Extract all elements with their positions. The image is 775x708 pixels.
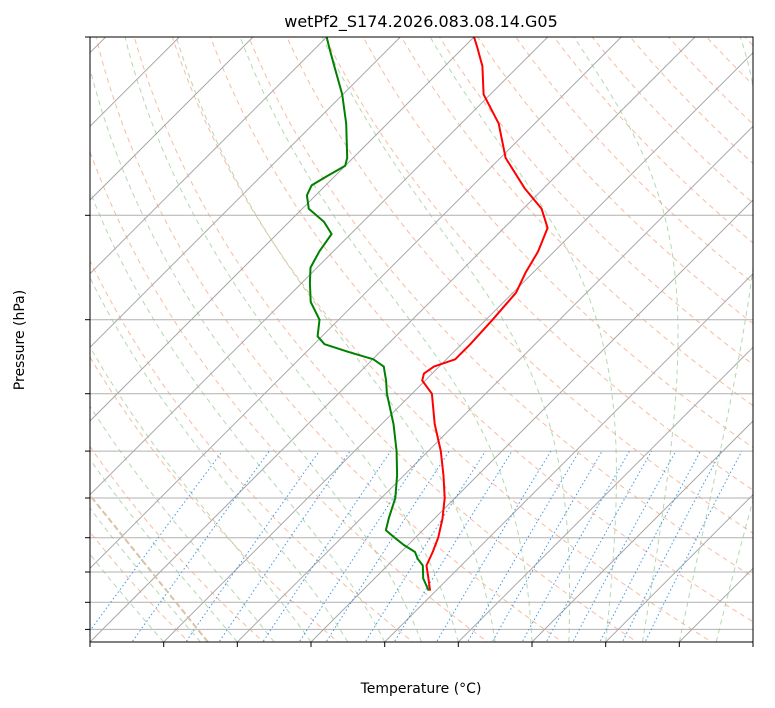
mixing-ratio-line bbox=[325, 450, 450, 642]
isobar-gridlines bbox=[90, 37, 753, 630]
mixing-ratio-line bbox=[393, 450, 513, 642]
moist-adiabat bbox=[175, 37, 496, 642]
plot-background bbox=[90, 37, 753, 642]
dry-adiabat bbox=[362, 37, 753, 449]
dry-adiabat bbox=[210, 37, 753, 623]
x-axis bbox=[89, 642, 754, 647]
mixing-ratio-line bbox=[262, 450, 392, 642]
isotherm-line bbox=[236, 125, 753, 642]
isotherm-line bbox=[90, 37, 696, 642]
isotherm-line bbox=[90, 37, 622, 570]
moist-adiabat bbox=[573, 37, 679, 642]
isotherm-line bbox=[90, 37, 254, 201]
moist-adiabat bbox=[321, 37, 571, 642]
mixing-ratio-line bbox=[466, 450, 580, 642]
isotherm-line bbox=[90, 37, 401, 349]
mixing-ratio-line bbox=[131, 450, 270, 642]
mixing-ratio-line bbox=[90, 450, 223, 632]
isotherm-line bbox=[90, 37, 475, 422]
y-axis bbox=[85, 36, 90, 630]
mixing-ratio-lines bbox=[90, 450, 743, 642]
plot-frame bbox=[89, 36, 754, 643]
moist-adiabat bbox=[90, 553, 165, 642]
dry-adiabat bbox=[477, 37, 753, 325]
plot-area bbox=[90, 37, 753, 642]
moist-adiabat bbox=[239, 37, 533, 642]
sounding-series bbox=[305, 37, 549, 592]
temperature-profile-line bbox=[421, 37, 549, 591]
mixing-ratio-line bbox=[218, 450, 351, 642]
isotherm-line bbox=[310, 199, 753, 642]
dry-adiabat bbox=[324, 37, 753, 491]
isotherm-line bbox=[384, 272, 753, 642]
y-axis-label: Pressure (hPa) bbox=[12, 290, 28, 390]
moist-adiabat bbox=[90, 66, 422, 642]
isotherm-line bbox=[457, 346, 753, 642]
isotherm-line bbox=[90, 37, 549, 496]
isotherm-line bbox=[163, 51, 753, 642]
dry-adiabat bbox=[90, 150, 489, 642]
moist-adiabat bbox=[429, 37, 617, 642]
mixing-ratio-line bbox=[599, 450, 701, 642]
mixing-ratio-line bbox=[185, 450, 320, 642]
moist-adiabat bbox=[90, 276, 349, 642]
dewpoint-profile-line bbox=[305, 37, 430, 592]
isotherm-line bbox=[605, 493, 753, 642]
moist-adiabat bbox=[90, 458, 238, 642]
chart-title: wetPf2_S174.2026.083.08.14.G05 bbox=[284, 12, 558, 32]
moist-adiabat bbox=[90, 405, 275, 642]
moist-adiabat bbox=[124, 37, 459, 642]
dry-adiabat bbox=[95, 37, 564, 642]
mixing-ratio-line bbox=[364, 450, 486, 642]
isotherm-line bbox=[90, 37, 328, 275]
x-axis-label: Temperature (°C) bbox=[360, 681, 482, 697]
isotherm-line bbox=[531, 420, 753, 642]
mixing-ratio-line bbox=[572, 450, 677, 642]
isotherm-gridlines bbox=[90, 37, 753, 642]
mixing-ratio-line bbox=[298, 450, 425, 642]
mixing-ratio-line bbox=[621, 450, 722, 642]
